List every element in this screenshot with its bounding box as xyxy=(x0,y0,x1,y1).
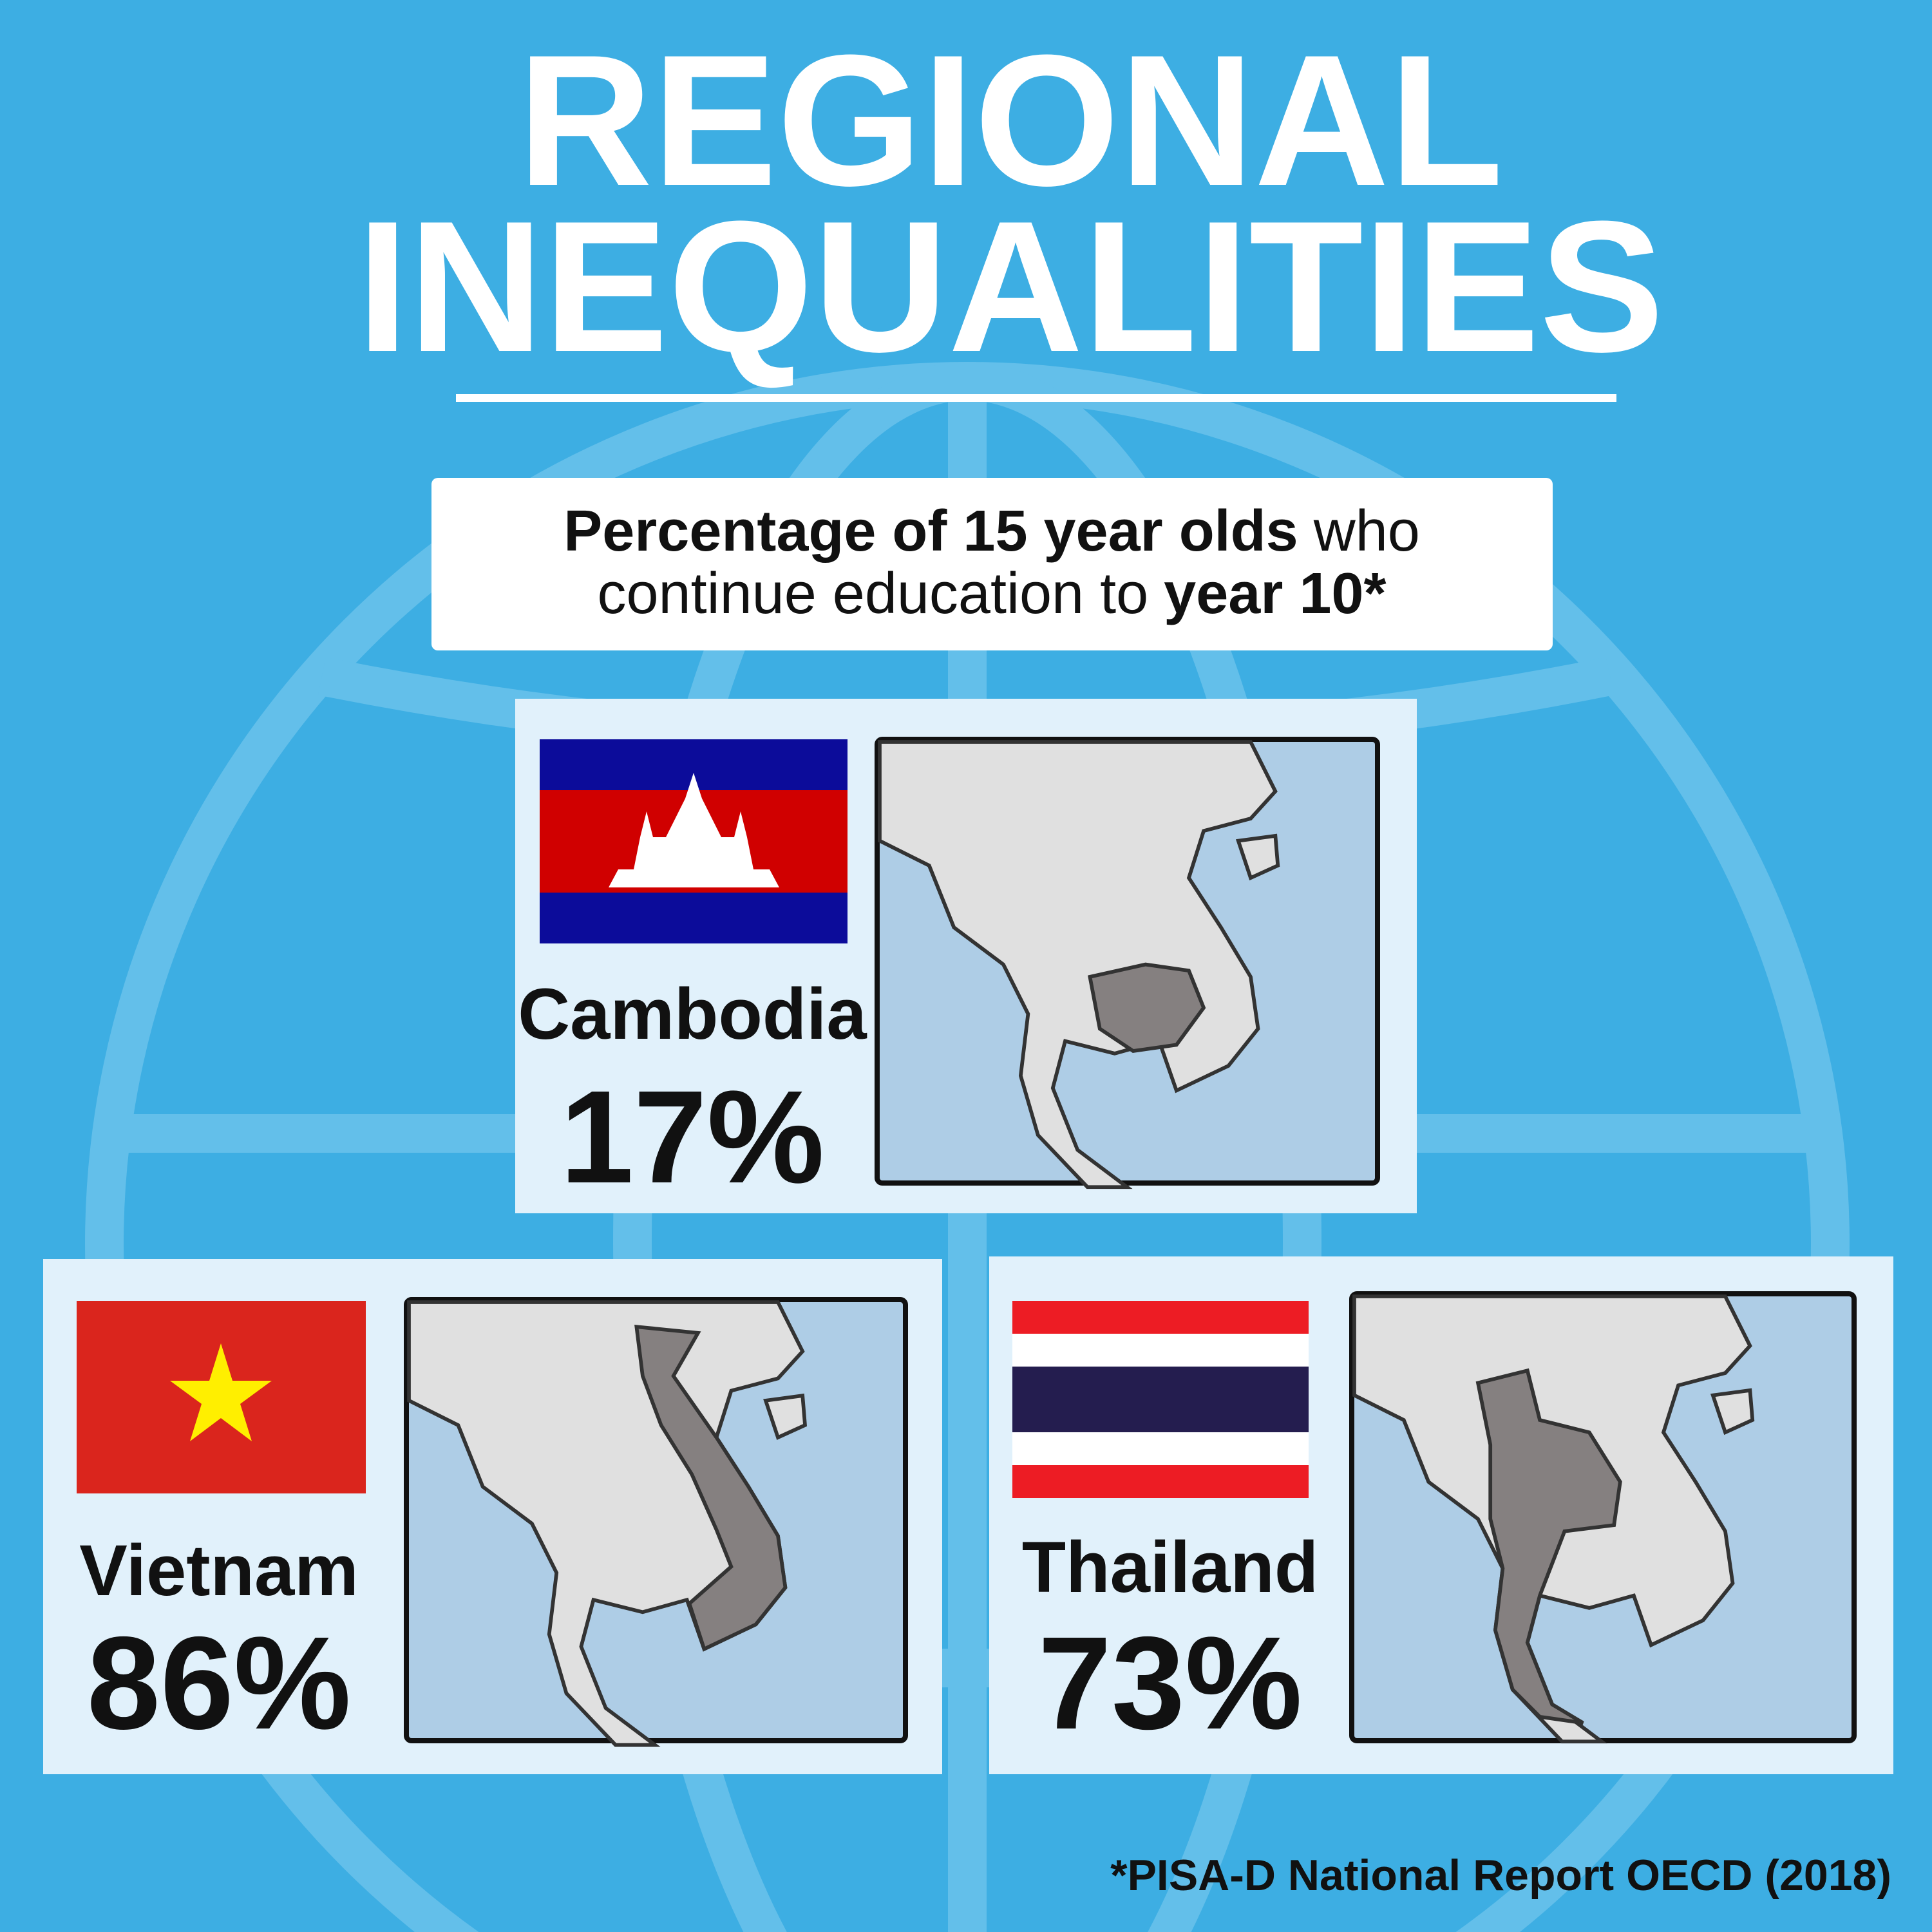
title-underline xyxy=(456,394,1616,402)
subtitle-line-1: Percentage of 15 year olds who xyxy=(564,499,1420,564)
country-card: Vietnam 86% xyxy=(43,1259,942,1774)
country-name: Cambodia xyxy=(518,974,867,1054)
map-land xyxy=(1354,1296,1752,1741)
flag xyxy=(1012,1301,1309,1498)
subtitle-bold: Percentage of 15 year olds xyxy=(564,499,1298,564)
country-name: Thailand xyxy=(1022,1527,1318,1607)
map-land xyxy=(880,742,1278,1187)
title-line-2: INEQUALITIES xyxy=(357,182,1664,391)
subtitle-box xyxy=(431,478,1553,650)
subtitle-bold: year 10* xyxy=(1164,562,1386,626)
subtitle-regular: continue education to xyxy=(598,562,1149,626)
country-card: Cambodia 17% xyxy=(515,699,1417,1213)
footnote: *PISA-D National Report OECD (2018) xyxy=(1110,1851,1891,1900)
country-percentage: 17% xyxy=(560,1063,824,1211)
country-name: Vietnam xyxy=(79,1530,359,1611)
map-land xyxy=(409,1302,805,1745)
subtitle-regular: who xyxy=(1313,499,1420,564)
subtitle-line-2: continue education to year 10* xyxy=(598,562,1387,626)
flag xyxy=(77,1301,366,1493)
country-percentage: 86% xyxy=(87,1609,351,1757)
flag xyxy=(540,739,848,943)
country-percentage: 73% xyxy=(1038,1609,1302,1757)
title-line-1: REGIONAL xyxy=(518,16,1504,225)
country-card: Thailand 73% xyxy=(989,1256,1893,1774)
